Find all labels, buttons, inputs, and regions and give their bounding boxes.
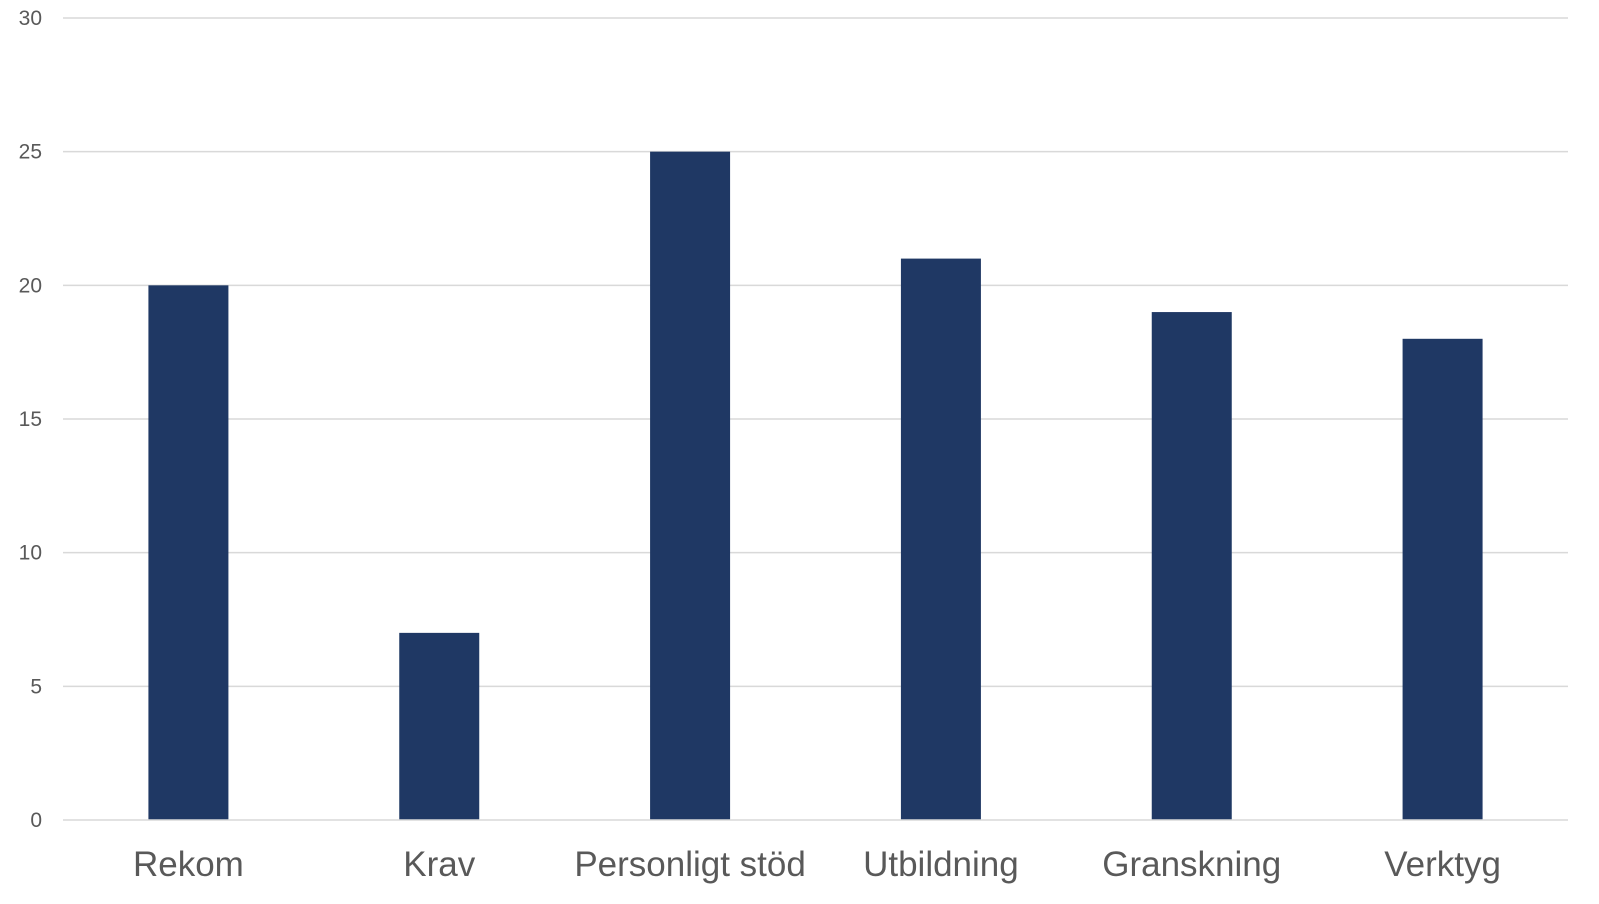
bar-personligt-st-d [650, 151, 731, 820]
x-category-label: Verktyg [1384, 845, 1501, 884]
y-axis-ticks: 0 5 10 15 20 25 30 [19, 7, 42, 832]
bars [148, 151, 1483, 821]
y-tick-label: 5 [30, 675, 42, 698]
x-category-label: Granskning [1102, 845, 1281, 884]
bar-utbildning [900, 258, 981, 821]
bar-rekom [148, 285, 229, 820]
y-tick-label: 30 [19, 7, 42, 30]
x-category-label: Krav [403, 845, 475, 884]
bar-verktyg [1402, 338, 1483, 820]
x-category-label: Rekom [133, 845, 244, 884]
y-tick-label: 20 [19, 274, 42, 297]
x-category-label: Utbildning [863, 845, 1019, 884]
x-category-label: Personligt stöd [574, 845, 806, 884]
y-tick-label: 10 [19, 542, 42, 565]
y-tick-label: 25 [19, 141, 42, 164]
y-tick-label: 0 [30, 809, 42, 832]
x-axis-categories: Rekom Krav Personligt stöd Utbildning Gransk… [133, 845, 1501, 884]
y-tick-label: 15 [19, 408, 42, 431]
bar-granskning [1151, 312, 1232, 820]
gridlines [63, 17, 1568, 688]
bar-krav [399, 632, 480, 820]
